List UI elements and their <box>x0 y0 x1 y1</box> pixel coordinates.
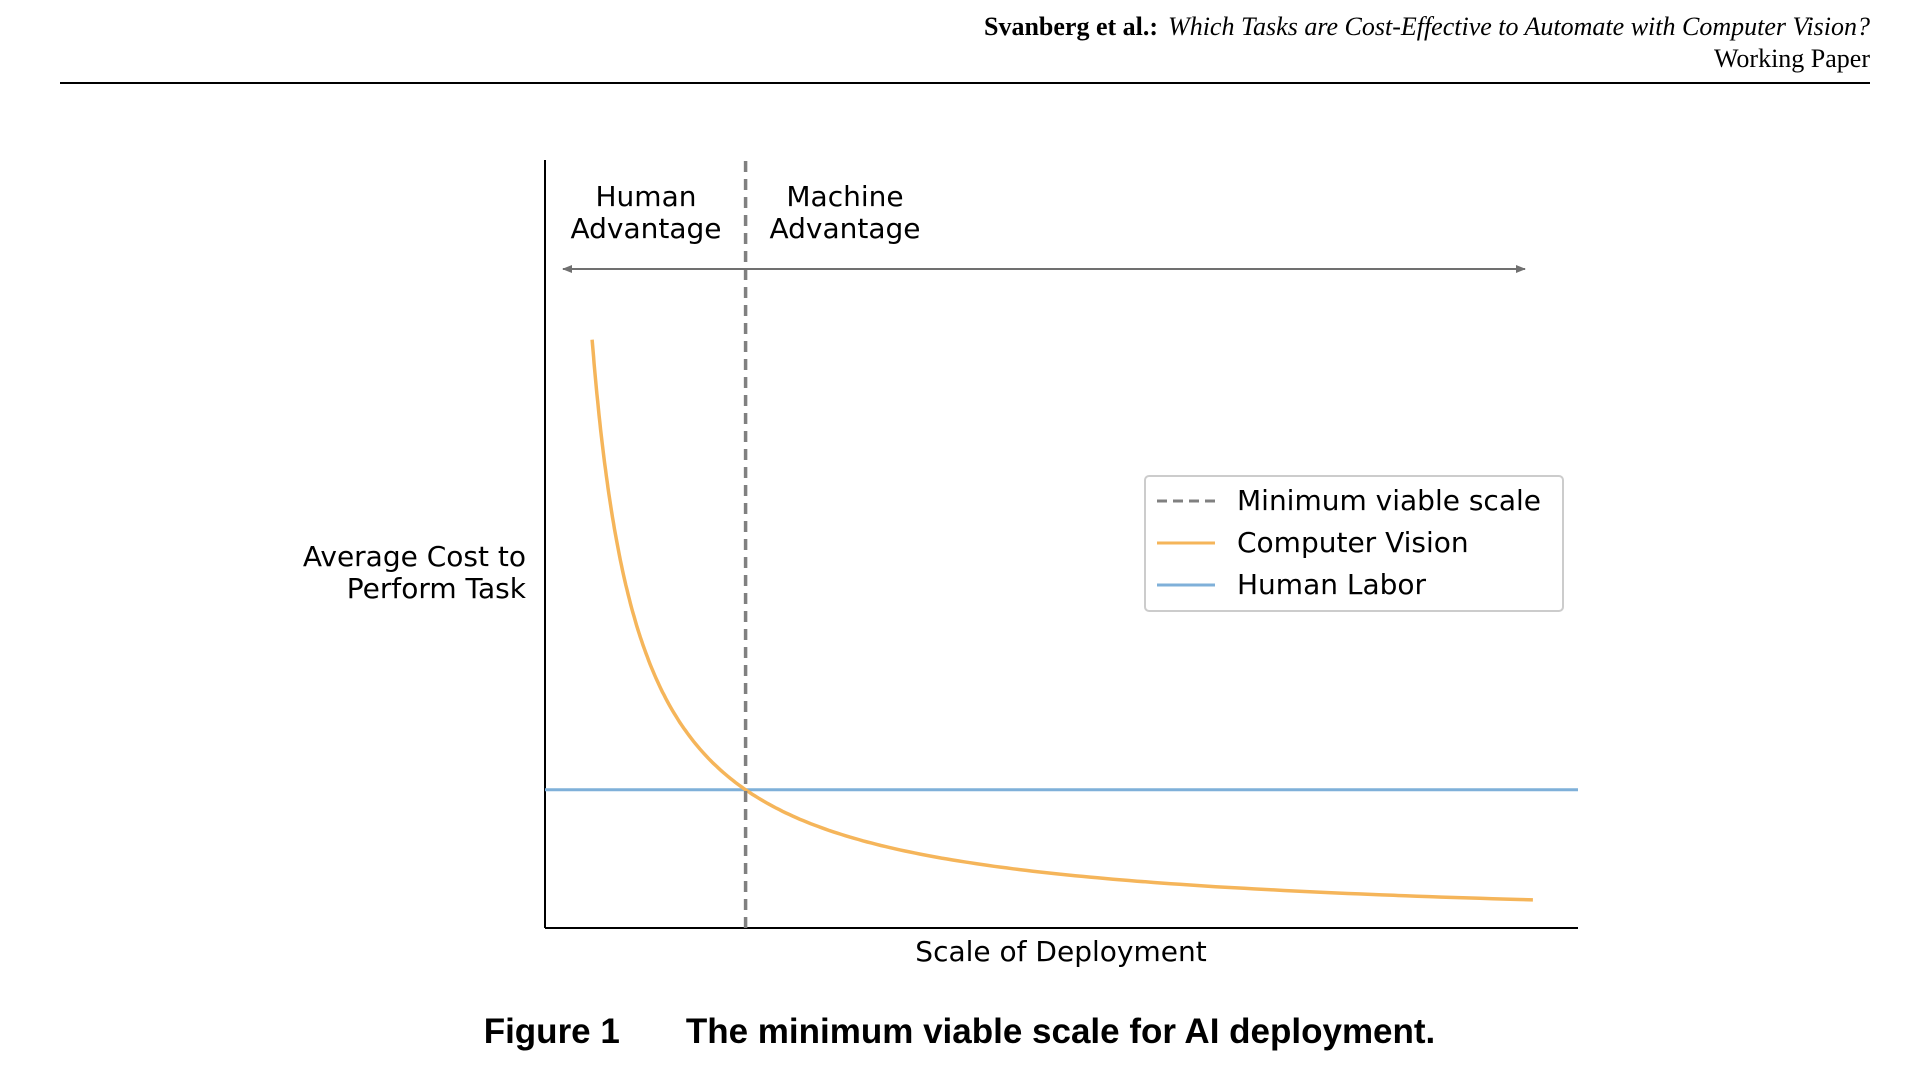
header-authors: Svanberg et al.: <box>984 12 1159 41</box>
region-label-machine-line2: Advantage <box>769 212 920 245</box>
region-label-human-line2: Advantage <box>570 212 721 245</box>
header-citation: Svanberg et al.: Which Tasks are Cost-Eff… <box>984 12 1870 42</box>
legend: Minimum viable scale Computer Vision Hum… <box>1144 475 1564 612</box>
plot-area <box>545 160 1578 928</box>
running-header: Svanberg et al.: Which Tasks are Cost-Eff… <box>60 10 1870 84</box>
legend-label-computer-vision: Computer Vision <box>1237 526 1469 559</box>
legend-label-min-scale: Minimum viable scale <box>1237 484 1541 517</box>
header-paper-title: Which Tasks are Cost-Effective to Automa… <box>1168 12 1870 41</box>
header-status: Working Paper <box>1713 44 1870 73</box>
region-label-human-line1: Human <box>596 180 697 213</box>
legend-label-human-labor: Human Labor <box>1237 568 1427 601</box>
figure-caption-text: The minimum viable scale for AI deployme… <box>685 1012 1436 1051</box>
figure-caption: Figure 1 The minimum viable scale for AI … <box>0 1012 1919 1052</box>
y-axis-label-line2: Perform Task <box>347 572 527 605</box>
x-axis-label: Scale of Deployment <box>915 935 1206 968</box>
region-label-machine-line1: Machine <box>786 180 903 213</box>
figure-caption-label: Figure 1 <box>483 1012 620 1051</box>
series-computer-vision-curve <box>590 339 1533 902</box>
legend-box <box>1144 475 1564 612</box>
y-axis-label-line1: Average Cost to <box>303 540 526 573</box>
